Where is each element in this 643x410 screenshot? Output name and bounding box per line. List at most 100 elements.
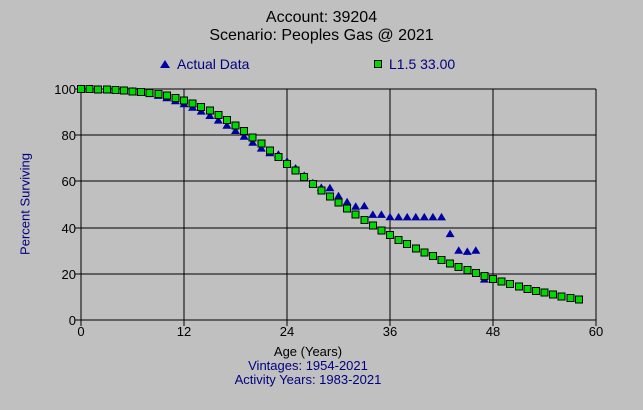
y-tick-label: 0	[68, 313, 76, 328]
data-point-fitted	[540, 288, 549, 297]
activity-years-note: Activity Years: 1983-2021	[234, 372, 382, 387]
data-point-actual	[394, 212, 404, 221]
data-point-fitted	[231, 121, 240, 130]
data-point-fitted	[248, 133, 257, 142]
triangle-marker-icon	[160, 60, 170, 68]
data-point-fitted	[325, 192, 334, 201]
data-point-actual	[205, 111, 215, 119]
data-point-fitted	[214, 111, 223, 120]
data-point-fitted	[334, 198, 343, 207]
data-point-fitted	[506, 280, 515, 289]
data-point-actual	[437, 212, 446, 221]
data-point-fitted	[360, 216, 369, 224]
data-point-fitted	[291, 166, 300, 175]
data-point-fitted	[549, 290, 558, 299]
data-point-fitted	[111, 86, 120, 95]
x-axis-title: Age (Years)	[273, 344, 343, 359]
data-point-actual	[342, 197, 352, 206]
y-tick-label: 20	[61, 266, 76, 282]
data-point-actual	[256, 144, 266, 152]
data-point-actual	[325, 183, 335, 192]
data-point-fitted	[283, 159, 291, 168]
data-point-fitted	[188, 99, 197, 108]
data-point-fitted	[119, 86, 128, 95]
data-point-fitted	[463, 266, 472, 275]
data-point-fitted	[102, 85, 111, 94]
x-tick-label: 0	[77, 324, 85, 339]
data-point-actual	[351, 202, 361, 210]
data-point-actual	[376, 210, 386, 218]
data-point-fitted	[557, 292, 566, 301]
data-point-fitted	[523, 284, 532, 293]
data-point-fitted	[497, 277, 506, 286]
data-point-fitted	[420, 248, 429, 257]
data-point-fitted	[171, 93, 180, 102]
data-point-fitted	[531, 286, 540, 295]
y-tick-label: 100	[54, 82, 76, 97]
data-point-fitted	[265, 146, 274, 155]
data-point-fitted	[377, 226, 386, 235]
data-point-fitted	[197, 102, 206, 111]
data-point-fitted	[454, 262, 463, 271]
data-point-actual	[196, 107, 206, 115]
data-point-fitted	[300, 173, 309, 182]
data-point-actual	[445, 229, 455, 238]
data-point-fitted	[489, 274, 497, 283]
data-point-fitted	[317, 186, 326, 195]
data-point-actual	[402, 212, 412, 221]
data-point-actual	[411, 212, 421, 221]
data-point-actual	[419, 212, 429, 221]
x-tick-label: 48	[485, 324, 501, 339]
data-point-fitted	[480, 272, 489, 281]
data-point-fitted	[240, 127, 249, 135]
data-point-actual	[359, 201, 369, 210]
data-point-fitted	[394, 235, 403, 244]
legend-item-actual-data: Actual Data	[160, 56, 249, 72]
legend-label-iowa-curve: L1.5 33.00	[389, 56, 456, 72]
data-point-fitted	[308, 179, 317, 188]
data-point-actual	[462, 247, 472, 255]
data-point-fitted	[137, 88, 146, 96]
data-point-actual	[368, 210, 378, 218]
data-point-actual	[239, 132, 249, 140]
data-point-fitted	[411, 244, 420, 253]
y-tick-label: 60	[61, 174, 76, 190]
x-tick-label: 60	[588, 324, 604, 339]
data-point-actual	[248, 138, 258, 146]
data-point-fitted	[428, 252, 437, 261]
data-point-fitted	[94, 85, 103, 94]
data-point-fitted	[85, 85, 94, 94]
data-point-fitted	[343, 204, 352, 213]
data-point-fitted	[154, 90, 163, 99]
legend-item-iowa-curve: L1.5 33.00	[374, 56, 455, 72]
data-point-actual	[471, 246, 481, 254]
data-point-fitted	[446, 259, 455, 268]
data-point-fitted	[145, 88, 154, 97]
square-marker-icon	[374, 60, 382, 68]
data-point-fitted	[437, 255, 446, 264]
data-point-fitted	[205, 106, 214, 115]
legend-label-actual-data: Actual Data	[177, 56, 250, 72]
data-point-fitted	[574, 295, 583, 304]
data-point-actual	[334, 191, 343, 200]
data-point-actual	[231, 126, 240, 134]
x-tick-label: 24	[279, 324, 295, 339]
data-point-fitted	[351, 210, 360, 219]
data-point-fitted	[471, 269, 480, 278]
data-point-fitted	[162, 91, 171, 100]
y-tick-label: 80	[61, 128, 76, 144]
data-point-actual	[454, 246, 464, 254]
data-point-fitted	[274, 153, 283, 162]
data-point-fitted	[566, 294, 575, 303]
data-point-actual	[213, 116, 223, 124]
data-point-fitted	[222, 116, 231, 124]
data-point-fitted	[514, 282, 523, 291]
data-point-actual	[385, 212, 395, 221]
data-point-fitted	[386, 231, 394, 240]
data-point-fitted	[128, 87, 137, 96]
data-point-fitted	[403, 240, 412, 249]
data-point-fitted	[368, 221, 377, 230]
data-point-actual	[222, 121, 232, 129]
